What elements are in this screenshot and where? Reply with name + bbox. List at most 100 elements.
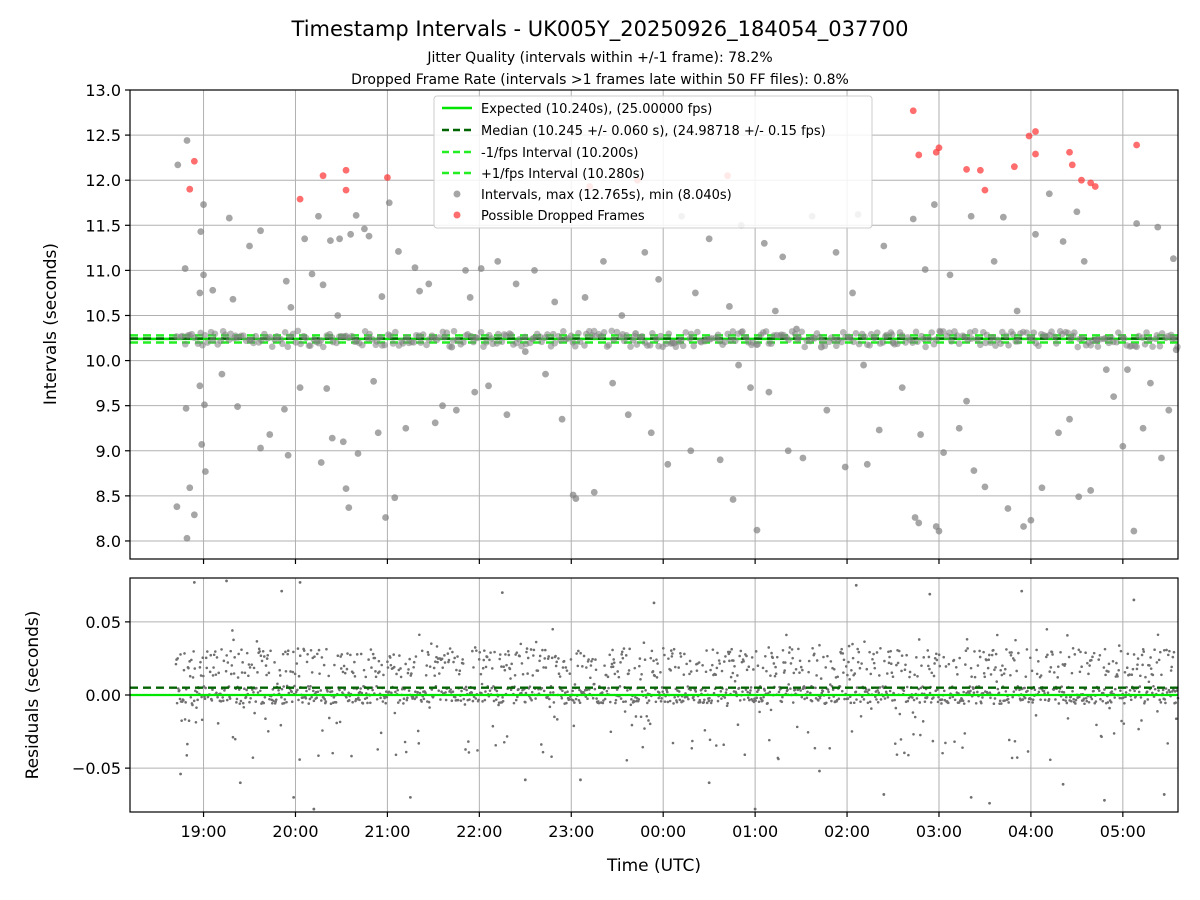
interval-point: [716, 456, 724, 464]
residual-point: [424, 691, 427, 695]
interval-point: [983, 331, 991, 339]
residual-point: [310, 695, 313, 699]
residual-point: [297, 698, 300, 702]
residual-point: [340, 653, 344, 656]
residual-point: [495, 689, 499, 693]
interval-point: [735, 361, 742, 369]
residual-point: [795, 725, 799, 729]
residual-point: [1168, 649, 1171, 653]
residual-point: [247, 674, 250, 678]
residual-point: [215, 691, 218, 695]
residual-point: [948, 696, 952, 700]
residual-point: [292, 795, 296, 799]
interval-point: [308, 270, 316, 278]
residual-point: [589, 664, 593, 667]
interval-point: [610, 336, 617, 344]
residual-point: [1135, 667, 1139, 671]
interval-point: [1023, 329, 1031, 336]
interval-point: [328, 434, 336, 442]
residual-point: [603, 664, 606, 667]
residual-point: [355, 653, 359, 656]
interval-point: [801, 343, 809, 351]
residual-point: [938, 664, 942, 668]
residual-point: [1146, 698, 1150, 701]
residual-point: [384, 690, 388, 693]
residual-point: [918, 701, 922, 704]
interval-point: [217, 337, 224, 345]
interval-point: [1059, 238, 1067, 245]
residual-point: [593, 687, 597, 691]
residual-point: [249, 697, 252, 700]
residual-point: [1015, 669, 1018, 673]
residual-point: [766, 701, 769, 705]
residual-point: [872, 652, 875, 656]
interval-point: [301, 235, 309, 243]
intervals-y-axis-label: Intervals (seconds): [41, 243, 61, 405]
interval-point: [779, 253, 787, 261]
residual-point: [261, 650, 265, 653]
residual-point: [269, 649, 272, 653]
residual-point: [783, 661, 787, 664]
residual-point: [639, 715, 643, 719]
residual-point: [962, 702, 966, 705]
interval-point: [633, 341, 641, 348]
residual-point: [614, 701, 617, 705]
residual-point: [187, 666, 190, 670]
interval-point: [494, 330, 502, 338]
interval-point: [448, 343, 456, 351]
residual-point: [749, 686, 753, 689]
interval-point: [201, 401, 208, 409]
residual-point: [1122, 722, 1126, 725]
residual-point: [212, 666, 215, 669]
interval-point: [435, 334, 443, 341]
interval-point: [879, 339, 887, 346]
residual-point: [446, 652, 450, 655]
residual-point: [927, 664, 930, 668]
interval-point: [452, 406, 460, 414]
residual-point: [582, 690, 585, 694]
residual-point: [1119, 649, 1123, 653]
residual-point: [1164, 687, 1168, 690]
residual-point: [905, 685, 909, 689]
residual-point: [1090, 697, 1094, 701]
interval-point: [914, 338, 921, 346]
residual-point: [883, 697, 887, 700]
residual-point: [921, 720, 925, 723]
residual-point: [309, 648, 313, 652]
residual-point: [663, 700, 667, 703]
residual-point: [579, 651, 582, 655]
residual-point: [245, 651, 249, 655]
residual-point: [605, 689, 609, 693]
interval-point: [849, 289, 856, 297]
residual-point: [382, 673, 385, 677]
residual-point: [194, 720, 198, 724]
residual-point: [220, 648, 223, 651]
residual-point: [359, 687, 362, 690]
residual-point: [287, 691, 291, 695]
residual-point: [530, 698, 533, 702]
interval-point: [558, 415, 566, 423]
residual-point: [648, 722, 652, 726]
residual-point: [536, 669, 540, 672]
interval-point: [866, 342, 873, 349]
residual-point: [1124, 695, 1127, 699]
residual-point: [818, 696, 822, 700]
interval-point: [1074, 343, 1082, 351]
residual-point: [875, 651, 879, 654]
residual-point: [587, 658, 590, 661]
interval-point: [209, 336, 217, 344]
residual-point: [538, 659, 541, 663]
residual-point: [573, 683, 577, 686]
residual-point: [341, 691, 344, 694]
interval-point: [370, 377, 378, 385]
residual-point: [229, 649, 232, 653]
interval-point: [839, 328, 847, 336]
interval-point: [981, 483, 989, 491]
residual-point: [1109, 700, 1113, 704]
residual-point: [1037, 660, 1040, 663]
residual-point: [772, 662, 776, 665]
residual-point: [403, 740, 407, 744]
residual-point: [1128, 673, 1131, 676]
interval-point: [211, 330, 219, 338]
residual-point: [226, 661, 230, 664]
